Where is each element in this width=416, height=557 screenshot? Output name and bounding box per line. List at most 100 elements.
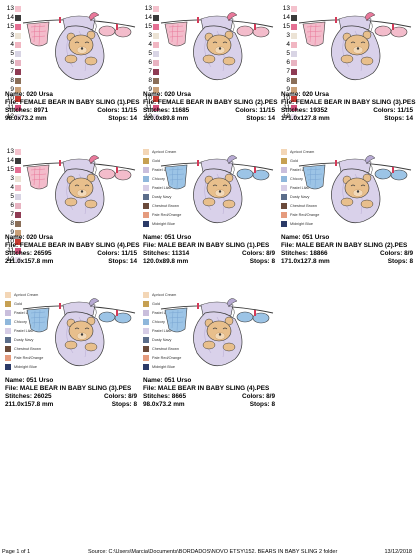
color-swatch — [5, 328, 11, 334]
legend-thread-name: Dusty Navy — [14, 338, 34, 342]
color-swatch — [15, 15, 21, 21]
file-line: File: FEMALE BEAR IN BABY SLING (4).PES — [5, 242, 139, 250]
legend-row: 4 — [5, 184, 51, 192]
stitches-line: Stitches: 19352 Colors: 11/15 — [281, 107, 413, 115]
legend-number: 15 — [144, 23, 152, 30]
color-swatch — [291, 69, 297, 75]
legend-number: 10 — [6, 95, 14, 102]
file-line: File: FEMALE BEAR IN BABY SLING (2).PES — [143, 99, 278, 107]
color-swatch — [281, 185, 287, 191]
color-swatch — [5, 346, 11, 352]
color-swatch — [143, 346, 149, 352]
name-label: Name: — [281, 91, 301, 98]
colors-label: Colors: — [379, 250, 403, 257]
legend-row: Midnight Blue — [143, 220, 189, 228]
name-label: Name: — [281, 234, 301, 241]
color-swatch — [143, 328, 149, 334]
design-info: Name: 051 Urso File: MALE BEAR IN BABY S… — [5, 377, 137, 409]
color-count: 8/9 — [266, 250, 275, 257]
legend-row: 6 — [143, 59, 189, 67]
stitches-line: Stitches: 26025 Colors: 8/9 — [5, 393, 137, 401]
design-card: Apricot Cream Gold Pastel Lilac Chicory Past… — [281, 148, 413, 273]
legend-row: 3 — [5, 32, 51, 40]
legend-row: 3 — [5, 175, 51, 183]
legend-row: 14 — [143, 14, 189, 22]
color-swatch — [15, 212, 21, 218]
design-info: Name: 020 Ursa File: FEMALE BEAR IN BABY… — [5, 234, 139, 266]
legend-row: 6 — [281, 59, 327, 67]
file-label: File: — [281, 242, 295, 249]
stops-label: Stops: — [108, 115, 129, 122]
stitch-count: 26595 — [33, 250, 52, 257]
size-line: 98.0x73.2 mm Stops: 14 — [5, 115, 137, 123]
legend-row: Chicory — [5, 318, 51, 326]
color-swatch — [15, 24, 21, 30]
design-info: Name: 051 Urso File: MALE BEAR IN BABY S… — [143, 234, 275, 266]
legend-thread-name: Apricot Cream — [152, 293, 177, 297]
color-legend: 13 14 15 3 4 5 6 7 8 9 10 11 12 — [5, 148, 51, 265]
name-line: Name: 051 Urso — [5, 377, 137, 385]
color-swatch — [15, 105, 21, 111]
embroidery-preview-image — [19, 5, 137, 90]
color-swatch — [5, 319, 11, 325]
name-line: Name: 020 Ursa — [281, 91, 413, 99]
color-swatch — [15, 158, 21, 164]
color-swatch — [153, 15, 159, 21]
legend-number: 5 — [10, 193, 14, 200]
legend-number: 3 — [10, 32, 14, 39]
legend-thread-name: Pale Red/Orange — [152, 213, 182, 217]
size-line: 120.0x89.8 mm Stops: 8 — [143, 258, 275, 266]
name-label: Name: — [143, 91, 163, 98]
legend-number: 6 — [10, 59, 14, 66]
legend-number: 13 — [144, 5, 152, 12]
legend-row: 13 — [5, 148, 51, 156]
design-name: 051 Urso — [26, 377, 54, 384]
legend-row: 6 — [5, 59, 51, 67]
color-swatch — [153, 42, 159, 48]
size-line: 171.0x127.8 mm Stops: 14 — [281, 115, 413, 123]
legend-row: 7 — [281, 68, 327, 76]
stitch-count: 11685 — [171, 107, 190, 114]
color-swatch — [281, 212, 287, 218]
legend-number: 4 — [286, 41, 290, 48]
legend-row: 3 — [281, 32, 327, 40]
legend-thread-name: Midnight Blue — [290, 222, 314, 226]
legend-row: Gold — [143, 157, 189, 165]
legend-row: 10 — [281, 95, 327, 103]
stops-label: Stops: — [246, 115, 267, 122]
color-swatch — [15, 257, 21, 263]
stop-count: 8 — [409, 258, 413, 265]
color-swatch — [153, 96, 159, 102]
legend-row: Chestnut Brown — [143, 345, 189, 353]
legend-thread-name: Apricot Cream — [152, 150, 177, 154]
legend-number: 5 — [10, 50, 14, 57]
color-swatch — [143, 364, 149, 370]
color-swatch — [15, 149, 21, 155]
legend-number: 15 — [282, 23, 290, 30]
color-swatch — [291, 15, 297, 21]
embroidery-preview-image — [295, 5, 413, 90]
file-name: FEMALE BEAR IN BABY SLING (2).PES — [157, 99, 278, 106]
legend-row: 14 — [281, 14, 327, 22]
color-legend: Apricot Cream Gold Pastel Lilac Chicory Past… — [5, 291, 51, 372]
legend-row: 15 — [5, 23, 51, 31]
legend-thread-name: Pale Red/Orange — [290, 213, 320, 217]
stitches-label: Stitches: — [281, 250, 308, 257]
legend-row: 15 — [143, 23, 189, 31]
legend-number: 7 — [286, 68, 290, 75]
file-name: MALE BEAR IN BABY SLING (1).PES — [157, 242, 270, 249]
color-swatch — [291, 42, 297, 48]
embroidery-preview-image — [19, 291, 137, 376]
legend-number: 14 — [6, 157, 14, 164]
color-swatch — [153, 78, 159, 84]
legend-row: 10 — [143, 95, 189, 103]
color-swatch — [15, 96, 21, 102]
legend-row: 9 — [143, 86, 189, 94]
color-swatch — [15, 203, 21, 209]
stop-count: 8 — [133, 401, 137, 408]
file-label: File: — [143, 99, 157, 106]
legend-thread-name: Dusty Navy — [152, 338, 172, 342]
legend-number: 9 — [10, 86, 14, 93]
color-swatch — [15, 6, 21, 12]
legend-number: 8 — [286, 77, 290, 84]
